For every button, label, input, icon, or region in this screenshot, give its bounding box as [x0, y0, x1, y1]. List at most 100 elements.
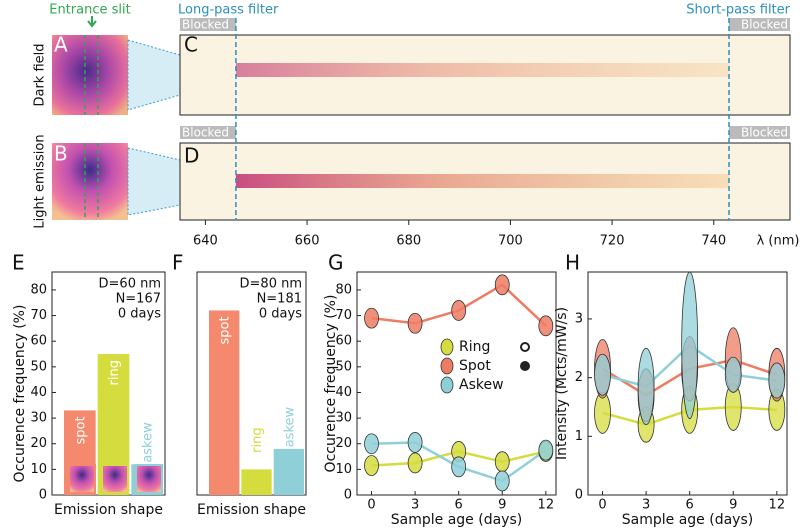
blocked-label: Blocked — [741, 126, 788, 140]
marker — [494, 470, 510, 492]
x-tick-label: 720 — [600, 234, 625, 249]
bar — [241, 469, 272, 495]
blocked-label: Blocked — [182, 18, 229, 32]
x-tick-label: 740 — [701, 234, 726, 249]
legend-label: Askew — [459, 377, 504, 393]
annotation: D=80 nm — [240, 277, 302, 292]
blocked-label: Blocked — [741, 18, 788, 32]
zoom-connector — [127, 39, 181, 111]
filter-label: Long-pass filter — [178, 3, 279, 18]
marker — [364, 307, 379, 329]
x-tick-label: 9 — [498, 498, 506, 513]
x-tick-label: 12 — [538, 498, 555, 513]
x-tick-label: 3 — [642, 498, 650, 513]
marker — [364, 455, 379, 476]
emission-streak — [235, 63, 729, 77]
annotation: 0 days — [259, 307, 302, 322]
bar — [209, 310, 240, 495]
y-tick-label: 80 — [30, 282, 47, 297]
zoom-connector — [127, 147, 181, 216]
y-tick-label: 3 — [575, 311, 583, 326]
x-axis-label: Emission shape — [54, 502, 163, 518]
y-tick-label: 10 — [335, 462, 352, 477]
blocked-box — [729, 18, 790, 31]
marker — [364, 433, 379, 455]
filter-label: Short-pass filter — [686, 3, 790, 18]
x-tick-label: 12 — [769, 498, 786, 513]
y-tick-label: 1 — [575, 429, 583, 444]
legend-glyph — [520, 361, 530, 371]
bar — [273, 448, 304, 495]
y-axis-label: Occurence frequency (%) — [323, 295, 339, 473]
y-tick-label: 60 — [30, 334, 47, 349]
marker — [768, 362, 786, 399]
marker — [407, 432, 423, 453]
legend-symbol — [440, 357, 454, 375]
axes-frame — [587, 271, 788, 496]
blocked-label: Blocked — [182, 126, 229, 140]
x-tick-label: 6 — [455, 498, 463, 513]
row-label: Light emission — [33, 134, 48, 228]
marker — [407, 312, 423, 334]
marker — [594, 353, 611, 396]
blocked-box — [729, 126, 790, 139]
marker — [538, 439, 554, 461]
bar-label: spot — [218, 316, 233, 344]
y-axis-label: Intensity (Mcts/mW/s) — [554, 307, 570, 460]
x-tick-label: 6 — [686, 498, 694, 513]
y-tick-label: 40 — [335, 385, 352, 400]
blocked-box — [180, 18, 236, 31]
x-tick-label: 0 — [598, 498, 606, 513]
bar-label: askew — [141, 422, 156, 463]
panel-label: B — [54, 142, 68, 166]
panel-label: D — [184, 144, 199, 168]
panel-label: E — [12, 251, 25, 275]
legend-symbol — [440, 376, 454, 394]
x-axis-label: λ (nm) — [757, 234, 800, 249]
y-tick-label: 20 — [335, 436, 352, 451]
y-tick-label: 20 — [30, 436, 47, 451]
x-tick-label: 660 — [295, 234, 320, 249]
x-tick-label: 640 — [193, 234, 218, 249]
legend-symbol — [440, 338, 454, 356]
emission-streak — [235, 174, 729, 188]
axes-frame — [356, 271, 557, 496]
marker — [407, 452, 423, 474]
y-tick-label: 0 — [39, 488, 47, 503]
x-axis-label: Emission shape — [197, 502, 306, 518]
row-label: Dark field — [33, 43, 48, 106]
x-tick-label: 680 — [396, 234, 421, 249]
y-tick-label: 30 — [30, 411, 47, 426]
panel-label: A — [54, 33, 68, 57]
y-tick-label: 50 — [335, 359, 352, 374]
x-tick-label: 700 — [498, 234, 523, 249]
annotation: N=167 — [116, 292, 161, 307]
y-tick-label: 70 — [335, 308, 352, 323]
x-axis-label: Sample age (days) — [391, 512, 522, 528]
x-tick-label: 3 — [411, 498, 419, 513]
legend-glyph — [522, 380, 527, 390]
y-axis-label: Occurence frequency (%) — [12, 305, 28, 483]
annotation: N=181 — [257, 292, 302, 307]
marker — [451, 300, 467, 321]
y-tick-label: 40 — [30, 385, 47, 400]
bar-label: ring — [107, 360, 122, 385]
y-tick-label: 0 — [344, 488, 352, 503]
y-tick-label: 70 — [30, 308, 47, 323]
image-light-emission — [52, 143, 128, 220]
image-dark-field — [52, 35, 128, 115]
panel-label: F — [172, 251, 184, 275]
y-tick-label: 60 — [335, 334, 352, 349]
legend-label: Spot — [459, 358, 491, 374]
inset-image — [68, 464, 96, 494]
annotation: D=60 nm — [99, 277, 161, 292]
y-tick-label: 10 — [30, 462, 47, 477]
marker — [494, 451, 510, 473]
slit-lines — [84, 35, 99, 220]
marker — [538, 315, 554, 337]
y-tick-label: 50 — [30, 359, 47, 374]
y-tick-label: 80 — [335, 282, 352, 297]
slit-label: Entrance slit — [49, 3, 130, 18]
x-tick-label: 9 — [729, 498, 737, 513]
marker — [451, 456, 467, 478]
